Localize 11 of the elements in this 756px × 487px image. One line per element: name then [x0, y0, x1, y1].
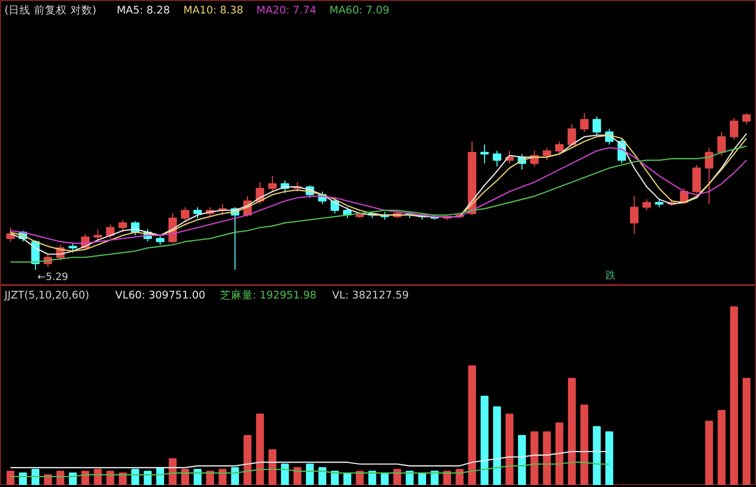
text: MA20: 7.74 — [256, 4, 317, 16]
chart-title: JJZT(5,10,20,60) — [4, 290, 90, 302]
text: MA60: 7.09 — [329, 4, 390, 16]
text: VL60: 309751.00 — [115, 290, 206, 302]
text: MA5: 8.28 — [116, 4, 170, 16]
text: 跌 — [605, 270, 616, 282]
text: 芝麻量: 192951.98 — [220, 288, 316, 302]
text: VL: 382127.59 — [332, 290, 409, 302]
text: MA10: 8.38 — [183, 4, 244, 16]
chart-title: (日线 前复权 对数) — [4, 4, 96, 16]
text: ←5.29 — [37, 272, 68, 283]
